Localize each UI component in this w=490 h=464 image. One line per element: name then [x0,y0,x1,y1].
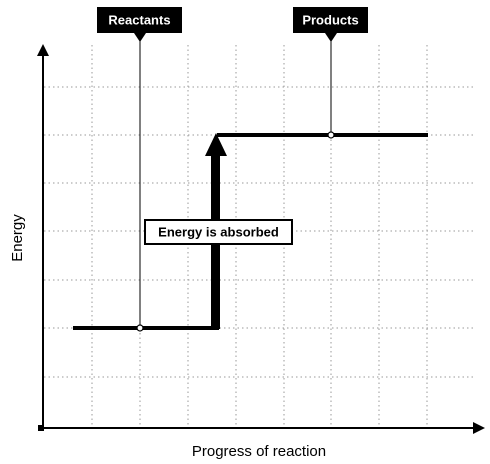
products-tag [293,7,368,33]
energy-absorbed-callout [144,219,293,245]
products-label: Products [302,13,358,28]
energy-absorbed-label: Energy is absorbed [158,225,279,240]
energy-absorbed-arrow-head [205,133,227,156]
reactants-tag-pointer [134,33,146,42]
products-tag-pointer [325,33,337,42]
reactants-point [136,324,144,332]
y-axis-label: Energy [9,214,26,262]
x-axis-label: Progress of reaction [192,443,326,460]
products-point [327,131,335,139]
reactants-label: Reactants [108,13,170,28]
reactants-tag [97,7,182,33]
axis-origin-mark [38,425,44,431]
